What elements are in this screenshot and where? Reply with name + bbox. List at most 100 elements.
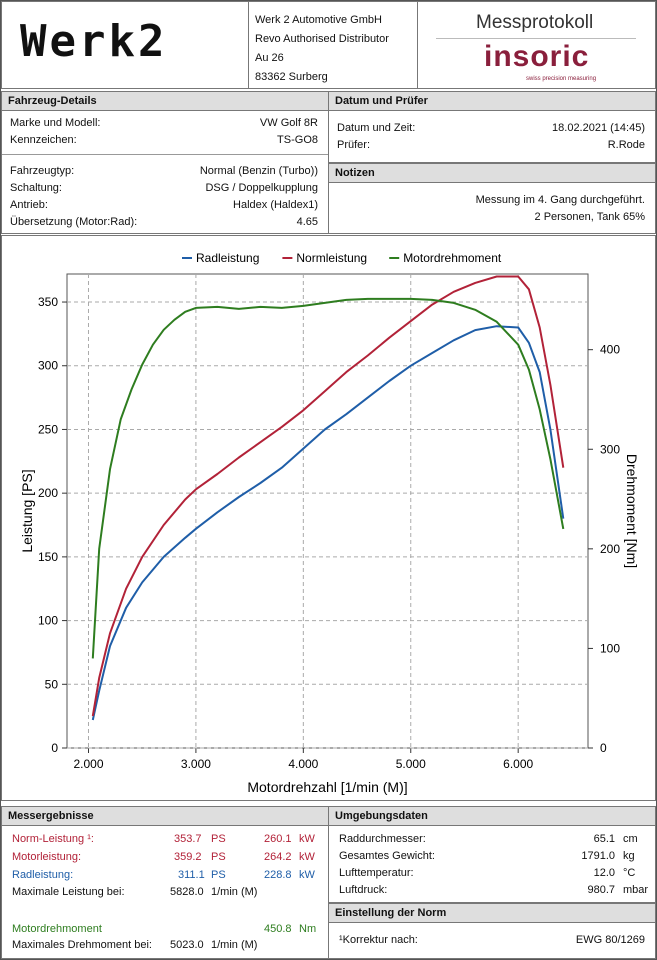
address-line: Au 26 bbox=[255, 52, 284, 64]
results: Norm-Leistung ¹: 353.7 PS 260.1 kW Motor… bbox=[1, 825, 329, 959]
engine-power-kw: 264.2 bbox=[264, 851, 292, 863]
brand-logo: insoric bbox=[484, 40, 590, 73]
legend-entry: Motordrehmoment bbox=[403, 251, 502, 265]
env-unit: cm bbox=[623, 833, 638, 845]
wheel-power-ps: 311.1 bbox=[178, 869, 205, 881]
engine-power-ps: 359.2 bbox=[174, 851, 202, 863]
kw-unit: kW bbox=[299, 869, 315, 881]
series-line-normleistung bbox=[91, 275, 565, 717]
rpm-unit: 1/min (M) bbox=[211, 886, 258, 898]
norm-value: EWG 80/1269 bbox=[575, 934, 645, 946]
norm-power-ps: 353.7 bbox=[174, 833, 202, 845]
x-tick-label: 2.000 bbox=[73, 757, 103, 771]
env-label: Gesamtes Gewicht: bbox=[339, 850, 435, 862]
y-tick-label: 50 bbox=[45, 677, 59, 691]
max-torque-rpm: 5023.0 bbox=[170, 939, 204, 951]
date-row: Datum und Zeit: 18.02.2021 (14:45) bbox=[337, 122, 645, 134]
max-power-label: Maximale Leistung bei: bbox=[12, 886, 125, 898]
logo-box: Werk2 bbox=[1, 1, 249, 89]
protocol-title: Messprotokoll bbox=[476, 12, 594, 33]
wheel-power-label: Radleistung: bbox=[12, 869, 74, 881]
vehicle-row: Kennzeichen: TS-GO8 bbox=[10, 134, 318, 146]
note-line: 2 Personen, Tank 65% bbox=[534, 211, 645, 223]
date-section-title: Datum und Prüfer bbox=[328, 91, 656, 111]
env-label: Raddurchmesser: bbox=[339, 833, 426, 845]
y2-tick-label: 200 bbox=[600, 542, 620, 556]
vehicle-row: Übersetzung (Motor:Rad): 4.65 bbox=[10, 216, 318, 228]
date-details: Datum und Zeit: 18.02.2021 (14:45) Prüfer… bbox=[328, 110, 656, 163]
y-tick-label: 300 bbox=[38, 359, 58, 373]
env-unit: mbar bbox=[623, 884, 649, 896]
env-label: Lufttemperatur: bbox=[339, 867, 414, 879]
env-value: 1791.0 bbox=[581, 850, 615, 862]
chart-panel: 2.000 3.000 4.000 5.000 6.000 0 50 100 150 200 250… bbox=[1, 235, 656, 801]
note-line: Messung im 4. Gang durchgeführt. bbox=[475, 194, 645, 206]
dyno-chart: 2.000 3.000 4.000 5.000 6.000 0 50 100 150 200 250… bbox=[19, 251, 640, 795]
vehicle-details: Marke und Modell: VW Golf 8R Kennzeichen:… bbox=[1, 110, 329, 234]
company-logo: Werk2 bbox=[20, 16, 168, 67]
env-label: Luftdruck: bbox=[339, 884, 388, 896]
y2-axis-label: Drehmoment [Nm] bbox=[624, 454, 640, 568]
brand-tagline: swiss precision measuring bbox=[526, 76, 597, 82]
vehicle-row: Schaltung: DSG / Doppelkupplung bbox=[10, 182, 318, 194]
series-line-motordrehmoment bbox=[91, 297, 565, 659]
kw-unit: kW bbox=[299, 851, 315, 863]
protocol-box: Messprotokoll insoric swiss precision me… bbox=[417, 1, 656, 89]
env-value: 12.0 bbox=[593, 867, 615, 879]
norm-section-title: Einstellung der Norm bbox=[328, 903, 656, 923]
notes-section-title: Notizen bbox=[328, 163, 656, 183]
y-tick-label: 0 bbox=[51, 741, 58, 755]
max-power-rpm: 5828.0 bbox=[170, 886, 204, 898]
y2-tick-label: 0 bbox=[600, 741, 607, 755]
divider bbox=[2, 154, 328, 155]
ps-unit: PS bbox=[211, 869, 226, 881]
address-line: Revo Authorised Distributor bbox=[255, 33, 389, 45]
x-axis-label: Motordrehzahl [1/min (M)] bbox=[247, 779, 407, 795]
y-axis-label: Leistung [PS] bbox=[19, 469, 35, 552]
legend-entry: Normleistung bbox=[296, 251, 367, 265]
environment: Raddurchmesser: 65.1 cm Gesamtes Gewicht… bbox=[328, 825, 656, 903]
results-section-title: Messergebnisse bbox=[1, 806, 329, 826]
y-tick-label: 350 bbox=[38, 295, 58, 309]
ps-unit: PS bbox=[211, 851, 226, 863]
kw-unit: kW bbox=[299, 833, 315, 845]
y-tick-label: 100 bbox=[38, 614, 58, 628]
address-line: 83362 Surberg bbox=[255, 71, 328, 83]
env-unit: kg bbox=[623, 850, 635, 862]
y2-tick-label: 300 bbox=[600, 442, 620, 456]
vehicle-row: Fahrzeugtyp: Normal (Benzin (Turbo)) bbox=[10, 165, 318, 177]
env-unit: °C bbox=[623, 867, 636, 879]
env-value: 65.1 bbox=[593, 833, 615, 845]
date-row: Prüfer: R.Rode bbox=[337, 139, 645, 151]
torque-unit: Nm bbox=[299, 923, 317, 935]
x-tick-label: 4.000 bbox=[288, 757, 318, 771]
environment-section-title: Umgebungsdaten bbox=[328, 806, 656, 826]
rpm-unit: 1/min (M) bbox=[211, 939, 258, 951]
divider bbox=[436, 38, 636, 39]
address-block: Werk 2 Automotive GmbH Revo Authorised D… bbox=[255, 11, 389, 87]
ps-unit: PS bbox=[211, 833, 226, 845]
vehicle-section-title: Fahrzeug-Details bbox=[1, 91, 329, 111]
torque-label: Motordrehmoment bbox=[12, 923, 102, 935]
engine-power-label: Motorleistung: bbox=[12, 851, 82, 863]
norm-settings: ¹Korrektur nach: EWG 80/1269 bbox=[328, 922, 656, 959]
legend-entry: Radleistung bbox=[196, 251, 259, 265]
y-tick-label: 250 bbox=[38, 422, 58, 436]
torque-value: 450.8 bbox=[264, 923, 292, 935]
y-tick-label: 150 bbox=[38, 550, 58, 564]
vehicle-row: Antrieb: Haldex (Haldex1) bbox=[10, 199, 318, 211]
norm-label: ¹Korrektur nach: bbox=[339, 934, 418, 946]
notes: Messung im 4. Gang durchgeführt. 2 Perso… bbox=[328, 182, 656, 234]
plot-frame bbox=[66, 273, 589, 749]
y-tick-label: 200 bbox=[38, 486, 58, 500]
norm-power-label: Norm-Leistung ¹: bbox=[12, 833, 94, 845]
y2-tick-label: 400 bbox=[600, 343, 620, 357]
address-line: Werk 2 Automotive GmbH bbox=[255, 14, 382, 26]
vehicle-row: Marke und Modell: VW Golf 8R bbox=[10, 117, 318, 129]
wheel-power-kw: 228.8 bbox=[264, 869, 292, 881]
series-line-radleistung bbox=[91, 325, 565, 721]
x-tick-label: 3.000 bbox=[181, 757, 211, 771]
address-box: Werk 2 Automotive GmbH Revo Authorised D… bbox=[248, 1, 418, 89]
norm-power-kw: 260.1 bbox=[264, 833, 292, 845]
